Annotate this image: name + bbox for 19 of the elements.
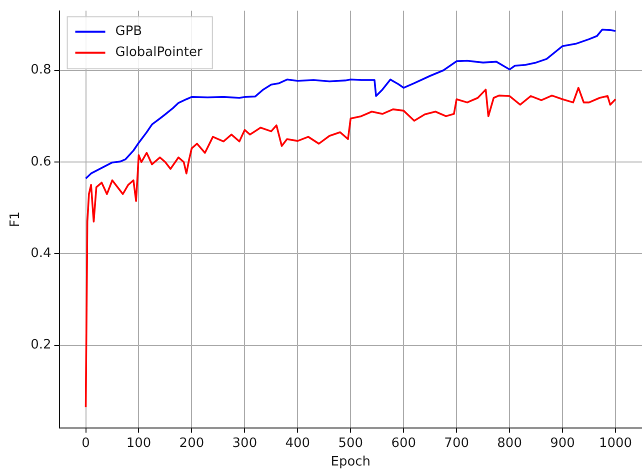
x-axis-title: Epoch — [330, 454, 371, 470]
x-tick-label: 200 — [179, 436, 204, 451]
legend-label: GPB — [115, 24, 142, 40]
y-axis-title: F1 — [8, 211, 24, 228]
x-tick-label: 1000 — [598, 436, 632, 451]
y-tick-label: 0.8 — [30, 62, 52, 78]
legend-label: GlobalPointer — [115, 45, 204, 60]
x-tick-label: 0 — [82, 436, 90, 451]
y-tick-label: 0.2 — [30, 338, 52, 353]
x-tick-label: 600 — [391, 436, 416, 451]
x-tick-label: 100 — [126, 436, 152, 451]
x-tick-label: 700 — [444, 436, 469, 451]
x-tick-label: 900 — [550, 436, 575, 451]
y-tick-label: 0.6 — [30, 154, 52, 170]
x-tick-label: 500 — [338, 436, 364, 451]
x-tick-label: 800 — [497, 436, 522, 451]
x-tick-label: 400 — [285, 436, 310, 451]
y-tick-label: 0.4 — [30, 246, 52, 262]
x-tick-label: 300 — [232, 436, 258, 451]
